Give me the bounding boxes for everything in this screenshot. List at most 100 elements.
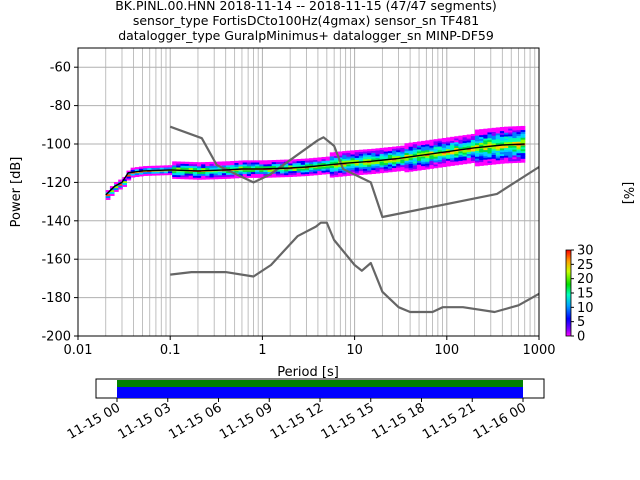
heatmap-cell <box>284 159 289 162</box>
heatmap-cell <box>421 150 426 153</box>
heatmap-cell <box>151 173 157 176</box>
heatmap-cell <box>313 163 318 166</box>
heatmap-cell <box>197 175 202 178</box>
heatmap-cell <box>163 165 169 168</box>
heatmap-cell <box>466 134 472 137</box>
heatmap-cell <box>122 184 127 187</box>
heatmap-cell <box>400 151 405 154</box>
heatmap-cell <box>217 174 223 178</box>
heatmap-cell <box>321 160 327 164</box>
heatmap-cell <box>329 154 335 157</box>
heatmap-cell <box>271 163 277 167</box>
heatmap-cell <box>437 153 443 157</box>
heatmap-cell <box>242 175 248 178</box>
heatmap-cell <box>375 156 381 159</box>
heatmap-cell <box>296 158 302 162</box>
heatmap-cell <box>325 168 331 171</box>
heatmap-cell <box>504 155 509 158</box>
heatmap-cell <box>504 147 509 150</box>
heatmap-cell <box>362 166 368 169</box>
heatmap-cell <box>284 163 289 166</box>
heatmap-cell <box>454 155 459 158</box>
heatmap-cell <box>176 165 181 168</box>
heatmap-cell <box>309 173 314 176</box>
heatmap-cell <box>300 168 306 171</box>
heatmap-cell <box>483 140 488 143</box>
heatmap-cell <box>499 130 505 134</box>
heatmap-cell <box>462 156 468 159</box>
grid-lines <box>77 48 539 337</box>
colorbar-gradient <box>565 249 572 337</box>
heatmap-cell <box>176 174 181 178</box>
heatmap-cell <box>342 160 347 163</box>
heatmap-cell <box>487 128 493 131</box>
heatmap-cell <box>499 146 505 149</box>
heatmap-cell <box>163 173 169 176</box>
heatmap-cell <box>309 169 314 172</box>
heatmap-cell <box>213 167 219 170</box>
heatmap-cell <box>445 158 451 161</box>
heatmap-cell <box>309 161 314 165</box>
heatmap-cell <box>412 165 418 168</box>
heatmap-cell <box>392 163 397 167</box>
heatmap-cell <box>487 135 493 139</box>
heatmap-cell <box>375 161 381 164</box>
heatmap-cell <box>470 153 476 156</box>
heatmap-cell <box>470 133 476 137</box>
heatmap-cell <box>163 171 169 174</box>
heatmap-cell <box>487 155 493 158</box>
heatmap-cell <box>458 160 464 163</box>
heatmap-cell <box>379 155 385 158</box>
heatmap-cell <box>483 132 488 135</box>
heatmap-cell <box>512 139 518 142</box>
heatmap-cell <box>425 146 430 149</box>
heatmap-cell <box>520 150 526 154</box>
heatmap-cell <box>470 155 476 158</box>
heatmap-cell <box>508 128 513 131</box>
heatmap-cell <box>234 160 240 163</box>
heatmap-cell <box>342 164 347 167</box>
heatmap-cell <box>404 162 410 165</box>
heatmap-cell <box>483 159 488 162</box>
heatmap-cell <box>437 138 443 141</box>
heatmap-cell <box>250 160 256 163</box>
heatmap-cell <box>412 157 418 160</box>
heatmap-cell <box>333 174 339 178</box>
heatmap-cell <box>429 158 435 162</box>
heatmap-cell <box>387 154 393 157</box>
heatmap-cell <box>475 133 480 136</box>
heatmap-cell <box>192 175 198 178</box>
heatmap-cell <box>226 170 231 174</box>
heatmap-cell <box>396 159 401 162</box>
heatmap-cell <box>284 173 289 176</box>
heatmap-cell <box>454 147 459 150</box>
heatmap-cell <box>221 163 227 166</box>
heatmap-cell <box>433 142 439 146</box>
heatmap-cell <box>408 148 414 151</box>
heatmap-cell <box>404 158 410 161</box>
heatmap-cell <box>512 137 518 141</box>
heatmap-cell <box>404 143 410 146</box>
heatmap-cell <box>342 172 347 175</box>
timeline-tick-label: 11-16 00 <box>471 400 529 442</box>
heatmap-cell <box>304 171 310 175</box>
heatmap-cell <box>383 153 389 156</box>
heatmap-cell <box>350 156 356 159</box>
heatmap-cell <box>499 161 505 164</box>
heatmap-cell <box>479 138 484 141</box>
heatmap-cell <box>383 147 389 150</box>
heatmap-cell <box>134 169 140 172</box>
heatmap-cell <box>412 149 418 152</box>
heatmap-cell <box>462 152 468 155</box>
heatmap-cell <box>504 145 509 149</box>
heatmap-cell <box>416 151 422 154</box>
heatmap-cell <box>367 154 372 158</box>
heatmap-cell <box>180 175 186 178</box>
heatmap-cell <box>317 163 323 166</box>
heatmap-cell <box>367 151 372 154</box>
y-axis-ticks: -200 -180 -160 -140 -120 -100 -80 -60 <box>41 61 78 345</box>
heatmap-cell <box>329 156 335 159</box>
heatmap-cell <box>408 167 414 170</box>
heatmap-cell <box>114 187 119 191</box>
heatmap-cell <box>433 148 439 151</box>
